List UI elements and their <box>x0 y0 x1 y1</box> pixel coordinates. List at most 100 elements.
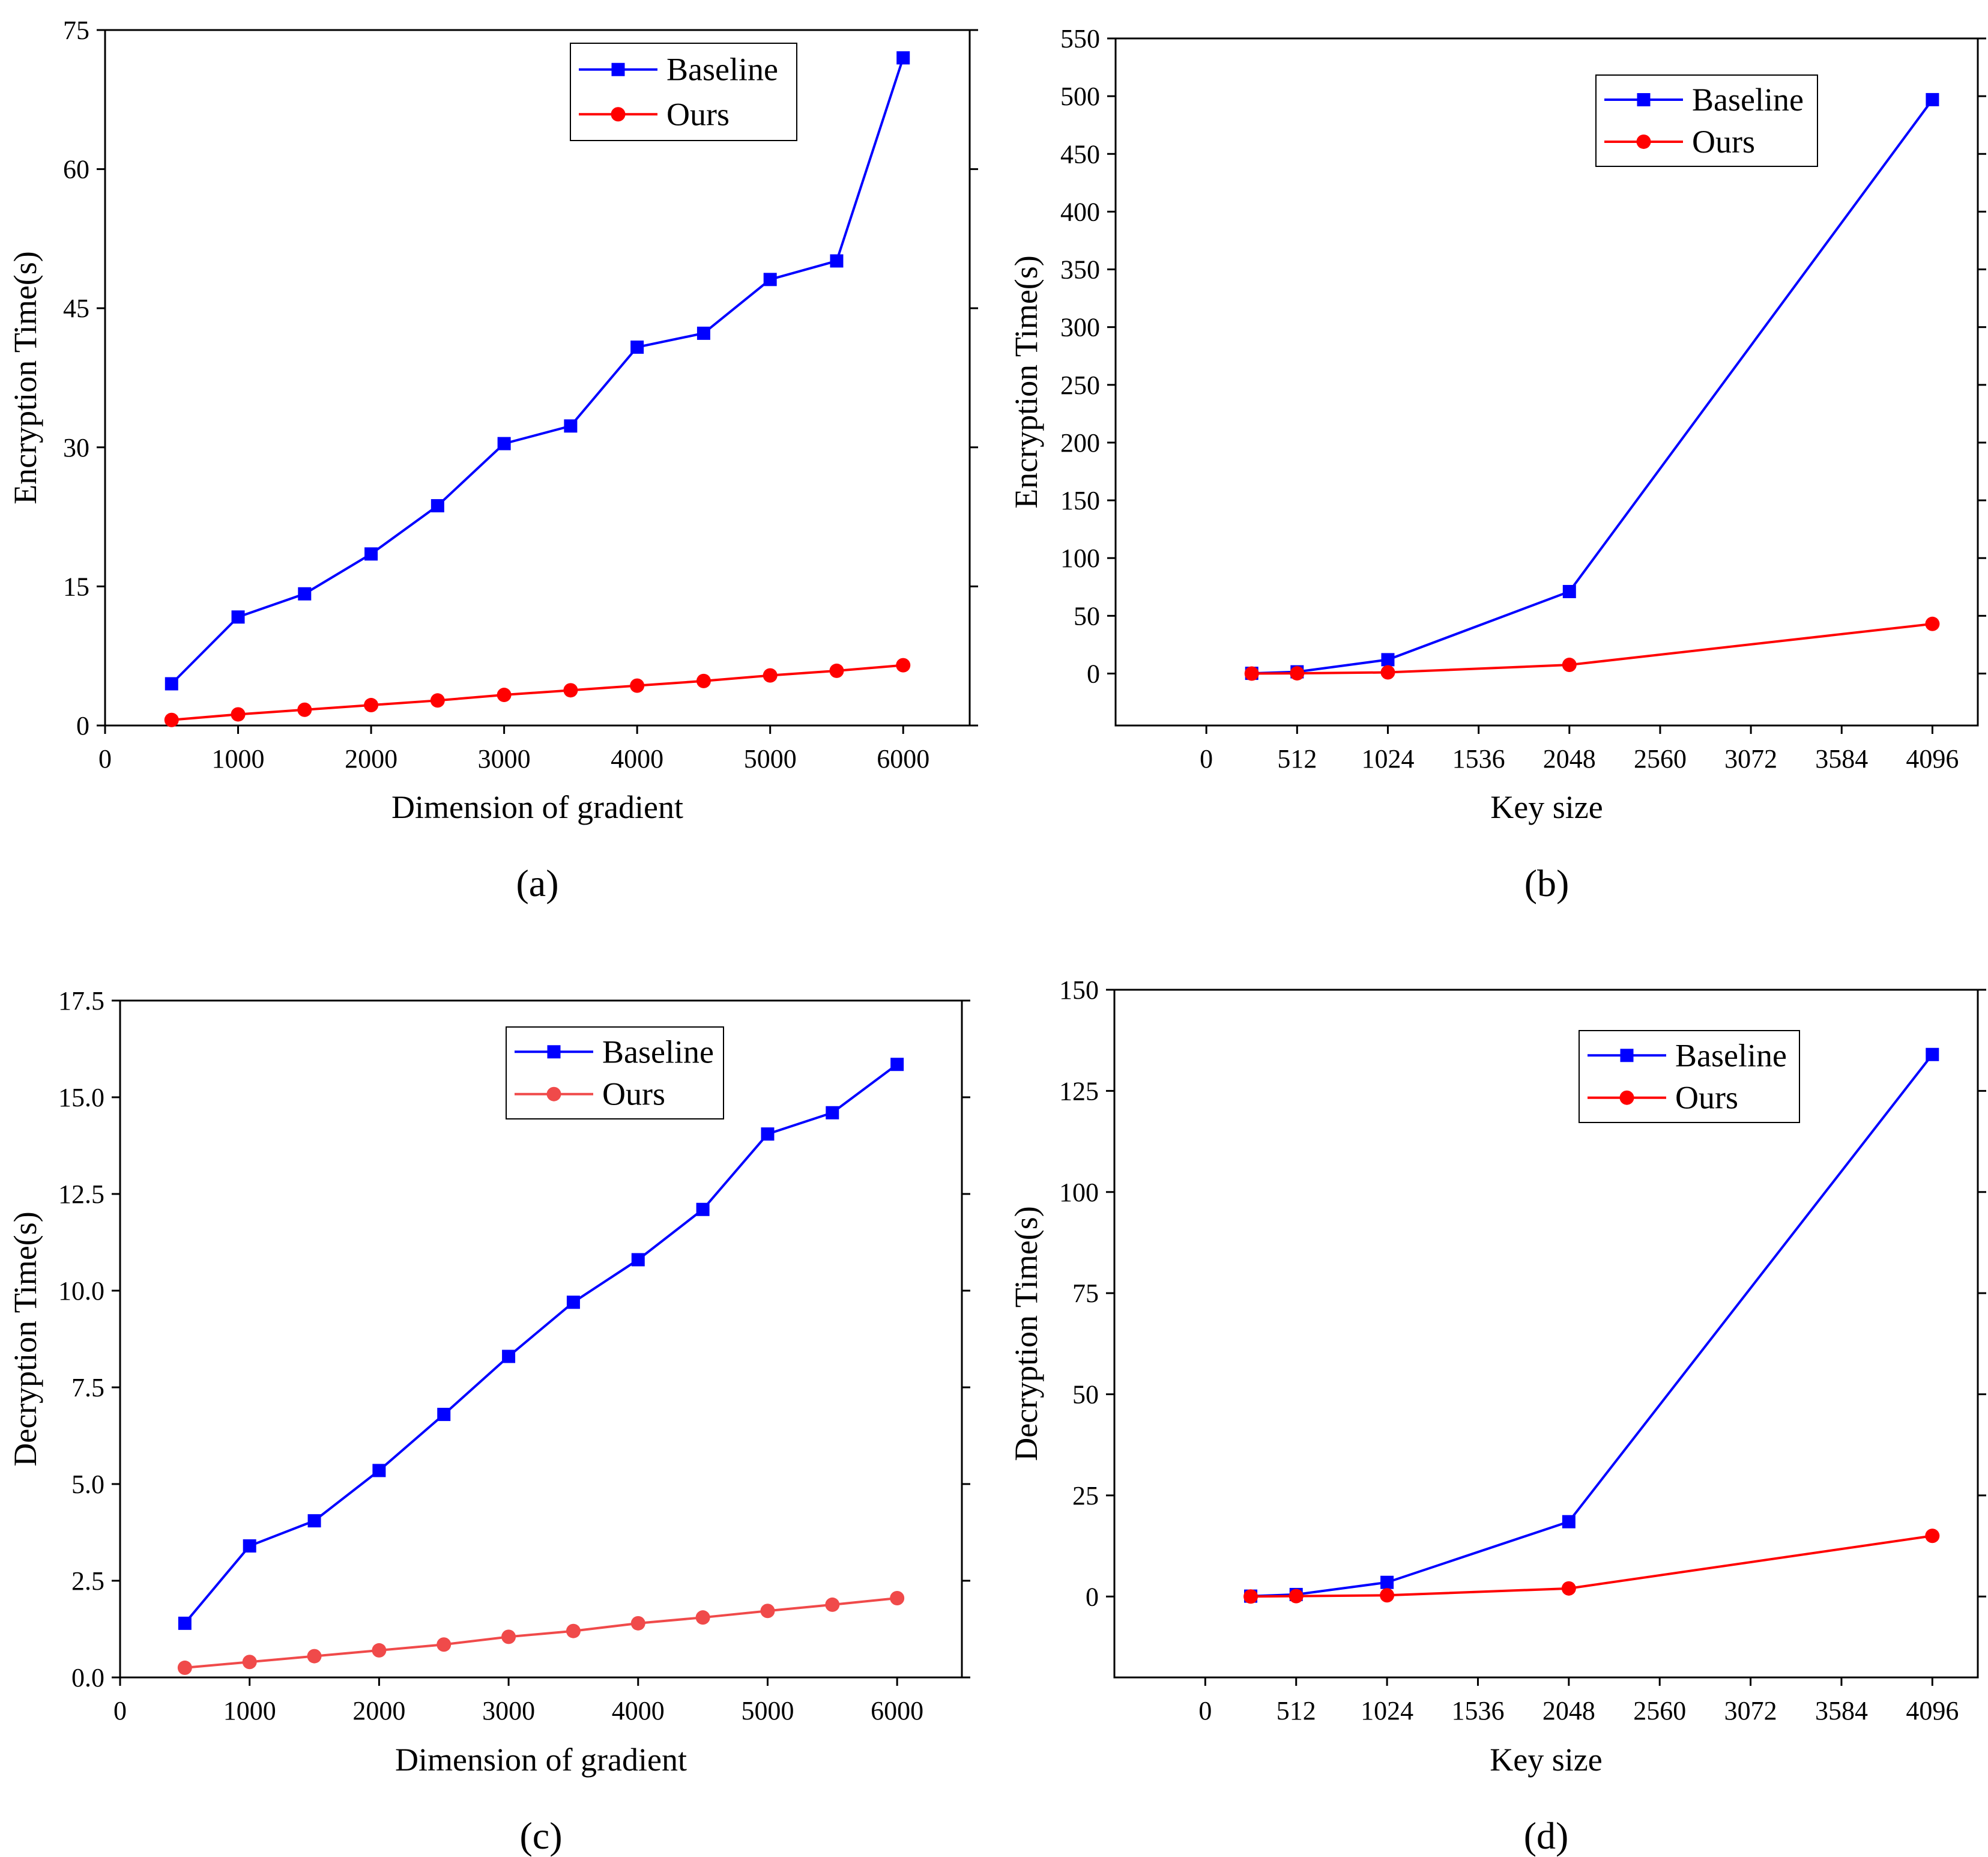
panel-caption: (a) <box>516 862 558 904</box>
x-tick-label: 512 <box>1277 744 1317 774</box>
y-axis-label: Encryption Time(s) <box>7 251 43 504</box>
data-point <box>298 587 312 601</box>
data-point <box>1562 658 1577 673</box>
series-ours <box>164 658 911 727</box>
y-tick-label: 30 <box>63 433 89 462</box>
y-tick-label: 75 <box>1072 1279 1099 1308</box>
series-line <box>184 1063 898 1625</box>
data-point <box>1926 1047 1939 1061</box>
data-point <box>177 1660 192 1675</box>
data-point <box>1561 1581 1576 1596</box>
series-line <box>171 57 905 685</box>
data-point <box>890 1058 904 1071</box>
data-point <box>164 712 179 727</box>
panel-caption: (c) <box>519 1814 562 1857</box>
y-axis-label: Encryption Time(s) <box>1008 255 1044 509</box>
data-point <box>630 678 645 693</box>
y-tick-label: 45 <box>63 294 89 323</box>
x-tick-label: 5000 <box>744 744 797 774</box>
y-tick-label: 10.0 <box>58 1276 104 1306</box>
legend-marker <box>611 107 626 122</box>
data-point <box>372 1643 387 1658</box>
data-point <box>896 51 910 65</box>
y-tick-label: 17.5 <box>58 986 104 1016</box>
y-tick-label: 50 <box>1072 1380 1099 1410</box>
series-baseline <box>1245 92 1939 680</box>
data-point <box>243 1539 256 1553</box>
x-axis-label: Key size <box>1490 1742 1602 1778</box>
data-point <box>165 677 178 691</box>
data-point <box>364 547 378 561</box>
y-tick-label: 50 <box>1074 601 1100 631</box>
x-axis-label: Dimension of gradient <box>391 789 683 825</box>
data-point <box>242 1655 257 1670</box>
y-tick-label: 0 <box>76 711 89 741</box>
plot-frame <box>104 29 971 727</box>
chart-panel-d: 0 512 1024 1536 2048 2560 3072 3584 4096 0 25 50 75 1… <box>1008 975 1986 1857</box>
panel-caption: (b) <box>1524 862 1570 904</box>
data-point <box>1380 1588 1395 1603</box>
legend: Baseline Ours <box>570 43 797 141</box>
data-point <box>564 419 578 433</box>
data-point <box>1243 1589 1258 1604</box>
x-tick-label: 3584 <box>1815 1696 1868 1725</box>
y-tick-label: 200 <box>1060 428 1100 458</box>
y-tick-label: 400 <box>1060 197 1100 226</box>
data-point <box>1562 584 1576 598</box>
legend-box <box>1579 1030 1800 1123</box>
legend-marker <box>1619 1090 1634 1105</box>
data-point <box>1289 1589 1304 1604</box>
x-tick-label: 2000 <box>345 744 397 774</box>
x-tick-label: 2000 <box>352 1696 405 1725</box>
data-point <box>1244 666 1259 681</box>
x-tick-label: 0 <box>1200 744 1213 774</box>
data-point <box>763 668 778 683</box>
data-point <box>890 1590 905 1605</box>
panel-caption: (d) <box>1524 1814 1569 1857</box>
legend: Baseline Ours <box>1595 74 1818 167</box>
legend-marker <box>1637 93 1651 107</box>
plot-frame <box>1113 989 1979 1679</box>
data-point <box>1380 665 1395 680</box>
data-point <box>502 1350 516 1363</box>
legend-label: Baseline <box>602 1034 714 1070</box>
data-point <box>830 254 844 268</box>
data-point <box>631 1253 645 1267</box>
legend-label: Ours <box>666 96 730 132</box>
series-line <box>1250 1053 1933 1598</box>
series-ours <box>1244 616 1940 681</box>
x-tick-label: 2560 <box>1633 1696 1686 1725</box>
x-tick-label: 3072 <box>1724 744 1777 774</box>
plot-frame <box>1114 37 1979 727</box>
y-tick-label: 350 <box>1060 255 1100 285</box>
legend-label: Ours <box>1692 124 1755 160</box>
chart-panel-a: 0 1000 2000 3000 4000 5000 6000 0 15 30 45 60 75 Dime… <box>7 16 978 904</box>
y-tick-label: 100 <box>1059 1178 1099 1207</box>
data-point <box>1380 1575 1394 1589</box>
y-tick-label: 5.0 <box>71 1470 104 1499</box>
data-point <box>430 693 445 708</box>
legend-marker <box>1636 134 1651 149</box>
x-tick-label: 6000 <box>871 1696 923 1725</box>
legend-label: Baseline <box>1675 1037 1787 1073</box>
x-tick-label: 0 <box>98 744 112 774</box>
series-line <box>171 664 904 721</box>
x-tick-label: 2048 <box>1543 744 1596 774</box>
x-tick-label: 4000 <box>612 1696 665 1725</box>
data-point <box>231 610 245 624</box>
data-point <box>437 1637 452 1652</box>
y-tick-label: 450 <box>1060 139 1100 169</box>
y-axis-label: Decryption Time(s) <box>7 1211 43 1467</box>
legend-marker <box>547 1045 561 1059</box>
data-point <box>501 1629 516 1644</box>
chart-panel-c: 0 1000 2000 3000 4000 5000 6000 0.0 2.5 5.0 7.5 10.… <box>7 986 970 1857</box>
x-tick-label: 4096 <box>1906 1696 1959 1725</box>
y-tick-label: 125 <box>1059 1076 1099 1106</box>
data-point <box>896 658 911 673</box>
data-point <box>826 1106 839 1119</box>
x-tick-label: 1536 <box>1452 744 1505 774</box>
data-point <box>763 273 777 286</box>
x-tick-label: 0 <box>1198 1696 1212 1725</box>
y-tick-label: 60 <box>63 155 89 184</box>
data-point <box>1562 1515 1576 1528</box>
